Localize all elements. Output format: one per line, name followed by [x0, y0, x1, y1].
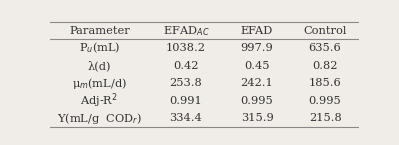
Text: 0.995: 0.995 [309, 96, 342, 106]
Text: 215.8: 215.8 [309, 113, 342, 123]
Text: 997.9: 997.9 [241, 43, 273, 53]
Text: Adj-R$^2$: Adj-R$^2$ [81, 91, 118, 110]
Text: 0.991: 0.991 [170, 96, 202, 106]
Text: P$_u$(mL): P$_u$(mL) [79, 41, 120, 55]
Text: 0.995: 0.995 [241, 96, 273, 106]
Text: 635.6: 635.6 [309, 43, 342, 53]
Text: Control: Control [303, 26, 347, 36]
Text: λ(d): λ(d) [88, 60, 111, 71]
Text: 1038.2: 1038.2 [166, 43, 206, 53]
Text: 253.8: 253.8 [170, 78, 202, 88]
Text: 242.1: 242.1 [241, 78, 273, 88]
Text: EFAD$_{AC}$: EFAD$_{AC}$ [163, 24, 209, 38]
Text: 0.45: 0.45 [244, 61, 270, 71]
Text: EFAD: EFAD [241, 26, 273, 36]
Text: 185.6: 185.6 [309, 78, 342, 88]
Text: 315.9: 315.9 [241, 113, 273, 123]
Text: Y(mL/g  COD$_r$): Y(mL/g COD$_r$) [57, 111, 142, 126]
Text: μ$_m$(mL/d): μ$_m$(mL/d) [72, 76, 127, 91]
Text: Parameter: Parameter [69, 26, 130, 36]
Text: 0.42: 0.42 [173, 61, 199, 71]
Text: 0.82: 0.82 [312, 61, 338, 71]
Text: 334.4: 334.4 [170, 113, 202, 123]
